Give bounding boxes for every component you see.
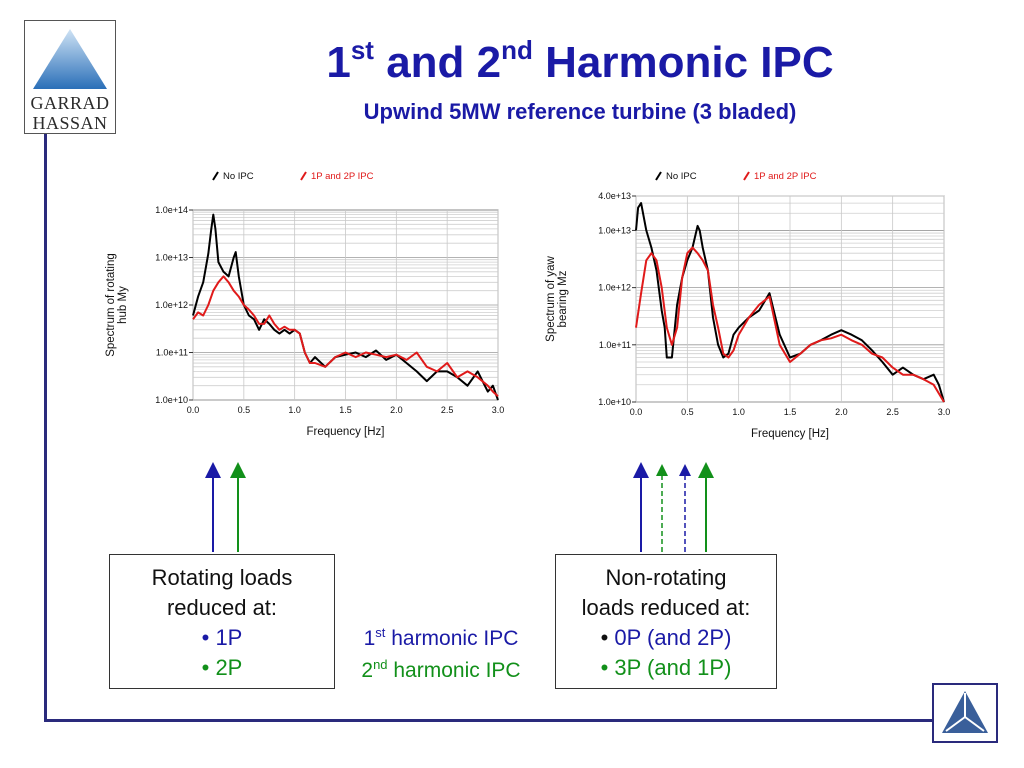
frame-vertical-line <box>44 134 47 722</box>
x-tick-label: 2.0 <box>390 405 403 415</box>
second-harmonic-text: harmonic IPC <box>387 659 521 682</box>
series-line-1 <box>635 246 945 403</box>
first-harmonic-number: 1 <box>363 627 376 650</box>
x-tick-label: 0.5 <box>238 405 251 415</box>
y-tick-label: 4.0e+13 <box>598 191 631 201</box>
bullet-0p-text: 0P (and 2P) <box>614 625 732 650</box>
y-tick-label: 1.0e+13 <box>598 225 631 235</box>
x-axis-label: Frequency [Hz] <box>751 428 829 440</box>
x-tick-label: 0.0 <box>187 405 200 415</box>
second-harmonic-label: 2nd harmonic IPC <box>335 656 547 686</box>
x-tick-label: 1.0 <box>288 405 301 415</box>
x-tick-label: 1.0 <box>732 407 745 417</box>
y-tick-label: 1.0e+12 <box>155 300 188 310</box>
nonrotating-loads-line-2: loads reduced at: <box>581 595 751 620</box>
rotating-loads-line-2: reduced at: <box>166 595 278 620</box>
y-tick-label: 1.0e+10 <box>155 395 188 405</box>
title-tail: Harmonic IPC <box>532 38 834 87</box>
x-tick-label: 0.5 <box>681 407 694 417</box>
nonrotating-loads-box: Non-rotating loads reduced at: • 0P (and… <box>555 554 777 689</box>
title-superscript-1: st <box>350 35 374 65</box>
y-axis-label-line-2: bearing Mz <box>557 270 569 327</box>
rotating-loads-line-1: Rotating loads <box>151 565 293 590</box>
yaw-bearing-chart: 0.0 0.5 1.0 1.5 2.0 2.5 3.0 1.0e+10 1.0e+11 1.0e+… <box>545 171 951 440</box>
slide-subtitle: Upwind 5MW reference turbine (3 bladed) <box>363 99 797 124</box>
legend-label: 1P and 2P IPC <box>754 171 817 182</box>
x-tick-label: 1.5 <box>339 405 352 415</box>
x-tick-label: 3.0 <box>938 407 951 417</box>
legend-label: No IPC <box>223 171 254 182</box>
legend-label: 1P and 2P IPC <box>311 171 374 182</box>
y-tick-label: 1.0e+13 <box>155 253 188 263</box>
x-tick-label: 0.0 <box>630 407 643 417</box>
logo-triangle <box>33 29 107 89</box>
title-middle: and 2 <box>373 38 502 87</box>
first-harmonic-label: 1st harmonic IPC <box>335 624 547 654</box>
bullet-dot: • <box>600 625 615 650</box>
x-tick-label: 2.5 <box>441 405 454 415</box>
y-tick-label: 1.0e+12 <box>598 283 631 293</box>
series-line-0 <box>635 202 945 403</box>
title-superscript-2: nd <box>501 35 533 65</box>
y-tick-label: 1.0e+11 <box>599 340 631 350</box>
x-tick-label: 2.0 <box>835 407 848 417</box>
y-axis-label-line-2: hub My <box>117 286 129 324</box>
rotating-loads-box: Rotating loads reduced at: • 1P • 2P <box>109 554 335 689</box>
series-line-1 <box>192 275 499 397</box>
title-number-1: 1 <box>326 38 351 87</box>
y-tick-label: 1.0e+11 <box>156 348 188 358</box>
rotating-loads-bullet-2p: • 2P <box>201 655 243 680</box>
legend-swatch <box>300 171 307 181</box>
nonrotating-loads-bullet-0p: • 0P (and 2P) <box>556 623 776 653</box>
logo-line-1: GARRAD <box>30 93 110 113</box>
y-axis-label-line-1: Spectrum of yaw <box>545 255 557 341</box>
legend-swatch <box>212 171 219 181</box>
legend-swatch <box>743 171 750 181</box>
x-tick-label: 1.5 <box>784 407 797 417</box>
frame-horizontal-line <box>44 719 934 722</box>
legend-swatch <box>655 171 662 181</box>
corner-logo <box>932 683 998 743</box>
x-axis-label: Frequency [Hz] <box>307 426 385 438</box>
nonrotating-loads-line-1: Non-rotating <box>605 565 727 590</box>
second-harmonic-number: 2 <box>361 659 374 682</box>
corner-logo-triangle-icon <box>942 691 988 733</box>
rotating-loads-bullet-1p: • 1P <box>201 625 243 650</box>
y-tick-label: 1.0e+14 <box>155 205 188 215</box>
first-harmonic-text: harmonic IPC <box>385 627 519 650</box>
first-harmonic-sup: st <box>375 625 386 640</box>
y-axis-label-line-1: Spectrum of rotating <box>105 253 117 357</box>
second-harmonic-sup: nd <box>373 657 388 672</box>
garrad-hassan-logo: GARRAD HASSAN <box>24 20 116 134</box>
x-tick-label: 3.0 <box>492 405 505 415</box>
slide-title: 1st and 2nd Harmonic IPC <box>200 35 960 88</box>
logo-line-2: HASSAN <box>32 113 108 133</box>
legend-label: No IPC <box>666 171 697 182</box>
y-tick-label: 1.0e+10 <box>598 397 631 407</box>
x-tick-label: 2.5 <box>886 407 899 417</box>
rotating-hub-chart: 0.0 0.5 1.0 1.5 2.0 2.5 3.0 1.0e+10 1.0e+11 1.0e+… <box>105 171 505 438</box>
nonrotating-loads-bullet-3p: • 3P (and 1P) <box>600 655 732 680</box>
